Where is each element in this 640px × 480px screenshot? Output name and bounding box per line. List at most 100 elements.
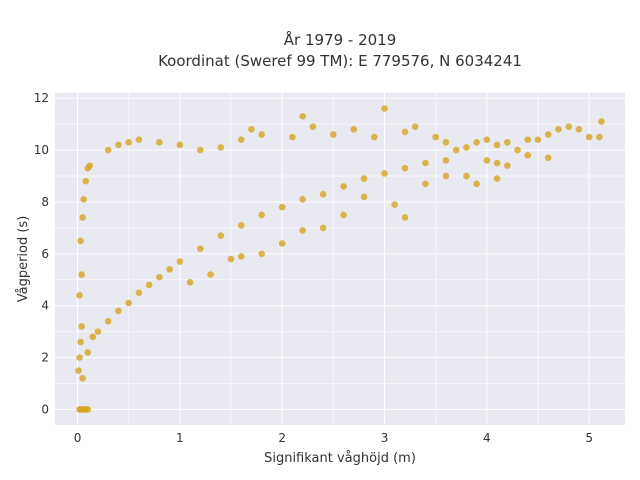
data-point: [197, 146, 204, 154]
data-point: [89, 333, 97, 341]
x-tick-label: 0: [74, 431, 82, 445]
y-axis-label: Vågperiod (s): [16, 216, 31, 303]
data-point: [360, 175, 368, 182]
y-tick-label: 6: [41, 247, 49, 261]
y-tick-label: 2: [41, 351, 49, 365]
data-point: [452, 146, 460, 154]
data-point: [350, 126, 358, 133]
data-point: [84, 406, 92, 413]
data-point: [248, 126, 255, 133]
data-point: [197, 245, 204, 252]
data-point: [360, 193, 368, 201]
data-point: [514, 146, 521, 154]
data-point: [156, 138, 163, 146]
gridlines: [55, 93, 625, 425]
data-point: [145, 281, 153, 289]
data-point: [340, 211, 347, 219]
data-point: [207, 271, 214, 278]
data-point: [78, 323, 85, 330]
data-point: [493, 141, 501, 149]
data-point: [77, 237, 84, 245]
data-point: [575, 126, 583, 133]
data-point: [422, 180, 429, 188]
x-tick-label: 5: [585, 431, 593, 445]
data-point: [84, 349, 92, 356]
data-point: [596, 133, 603, 141]
data-point: [79, 375, 86, 382]
data-point: [104, 317, 112, 325]
data-point: [217, 232, 225, 239]
data-point: [289, 133, 296, 141]
data-point: [473, 138, 480, 146]
data-point: [442, 138, 450, 146]
data-point: [115, 141, 122, 149]
data-point: [156, 273, 163, 281]
data-point: [237, 136, 245, 143]
y-tick-label: 4: [41, 299, 49, 313]
data-point: [422, 159, 429, 167]
data-point: [278, 240, 286, 247]
data-point: [370, 133, 378, 141]
data-point: [504, 162, 511, 169]
data-point: [381, 105, 388, 112]
data-point: [411, 123, 419, 131]
data-point: [524, 136, 532, 143]
data-point: [82, 177, 90, 185]
data-point: [493, 175, 501, 182]
data-point: [401, 128, 409, 136]
data-point: [330, 131, 337, 138]
data-point: [186, 279, 194, 286]
y-tick-label: 0: [41, 402, 49, 416]
data-point: [237, 253, 245, 260]
data-point: [319, 224, 327, 232]
data-point: [77, 338, 84, 346]
x-tick-label: 2: [278, 431, 286, 445]
data-point: [544, 131, 552, 138]
data-point: [463, 144, 470, 151]
data-point: [80, 196, 87, 203]
chart-subtitle: Koordinat (Sweref 99 TM): E 779576, N 60…: [158, 52, 522, 70]
data-point: [299, 227, 306, 234]
data-point: [176, 258, 184, 265]
data-point: [135, 136, 143, 143]
data-point: [125, 299, 132, 307]
data-point: [299, 196, 306, 203]
data-point: [76, 292, 83, 299]
data-point: [104, 146, 112, 154]
data-point: [381, 170, 388, 177]
data-point: [463, 172, 470, 180]
data-point: [473, 180, 480, 188]
data-points: [75, 105, 605, 413]
data-point: [544, 154, 552, 162]
y-tick-label: 12: [34, 91, 49, 105]
data-point: [524, 151, 532, 159]
data-point: [504, 138, 511, 146]
data-point: [319, 190, 327, 198]
data-point: [309, 123, 317, 131]
data-point: [115, 307, 122, 315]
data-point: [555, 126, 562, 133]
data-point: [258, 131, 266, 138]
data-point: [135, 289, 143, 297]
data-point: [483, 136, 491, 143]
data-point: [94, 328, 102, 335]
data-point: [86, 162, 94, 169]
data-point: [340, 183, 347, 190]
data-point: [227, 255, 235, 263]
chart-title: År 1979 - 2019: [284, 30, 397, 49]
data-point: [217, 144, 225, 151]
data-point: [565, 123, 573, 131]
data-point: [166, 266, 173, 273]
data-point: [442, 157, 450, 164]
data-point: [483, 157, 491, 164]
data-point: [176, 141, 184, 149]
data-point: [391, 201, 399, 208]
y-tick-label: 10: [34, 143, 49, 157]
x-tick-label: 4: [483, 431, 491, 445]
data-point: [585, 133, 593, 141]
data-point: [258, 250, 266, 258]
x-tick-label: 1: [176, 431, 184, 445]
data-point: [299, 113, 306, 120]
